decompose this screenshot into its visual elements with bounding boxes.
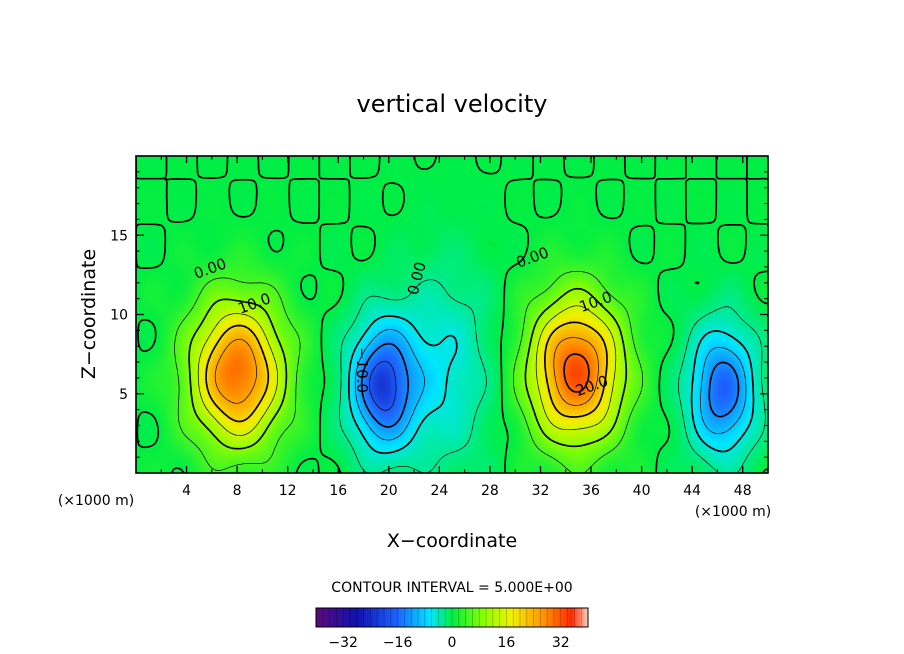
y-tick-label: 15 [110, 228, 128, 244]
contour-label: −10.0 [353, 347, 371, 393]
contour-level [205, 321, 608, 423]
contour-level [214, 337, 599, 406]
colorbar-tick-label: 16 [497, 635, 515, 651]
contour-level [339, 279, 766, 473]
y-axis-ticks: 5 10 15 [110, 171, 768, 458]
y-tick-label: 5 [119, 387, 128, 403]
x-tick-label: 40 [633, 483, 651, 499]
contour-level [174, 271, 644, 473]
y-tick-label: 10 [110, 308, 128, 324]
x-tick-label: 48 [734, 483, 752, 499]
contour-level [188, 287, 628, 450]
x-tick-label: 16 [329, 483, 347, 499]
contour-level [347, 315, 755, 454]
x-tick-label: 4 [182, 483, 191, 499]
x-tick-label: 44 [683, 483, 701, 499]
velocity-field [136, 156, 768, 473]
colorbar-segments [322, 608, 582, 627]
colorbar-tick-label: −32 [328, 635, 358, 651]
contour-interval-label: CONTOUR INTERVAL = 5.000E+00 [331, 580, 572, 596]
contour-level [369, 360, 397, 411]
contour-level [197, 305, 617, 436]
colorbar-tick-label: −16 [383, 635, 413, 651]
x-unit-note-left: (×1000 m) [58, 493, 134, 509]
contour-level [563, 353, 590, 393]
x-axis-ticks: 4 8 12 16 20 24 28 32 36 40 44 48 [160, 156, 752, 499]
y-axis-label: Z−coordinate [78, 249, 100, 379]
x-tick-label: 12 [279, 483, 297, 499]
x-tick-label: 36 [582, 483, 600, 499]
colorbar-ticks: −32 −16 0 16 32 [328, 635, 569, 651]
x-tick-label: 24 [430, 483, 448, 499]
contour-level [360, 342, 740, 428]
x-tick-label: 32 [532, 483, 550, 499]
x-tick-label: 20 [380, 483, 398, 499]
x-unit-note-right: (×1000 m) [695, 504, 771, 520]
x-tick-label: 8 [233, 483, 242, 499]
colorbar-tick-label: 0 [448, 635, 457, 651]
contour-level [136, 156, 768, 473]
contour-lines [136, 156, 768, 473]
chart-title: vertical velocity [357, 90, 548, 118]
colorbar-tick-label: 32 [552, 635, 570, 651]
colorbar [315, 607, 589, 628]
x-tick-label: 28 [481, 483, 499, 499]
x-axis-label: X−coordinate [387, 530, 517, 552]
contour-level [354, 329, 747, 441]
